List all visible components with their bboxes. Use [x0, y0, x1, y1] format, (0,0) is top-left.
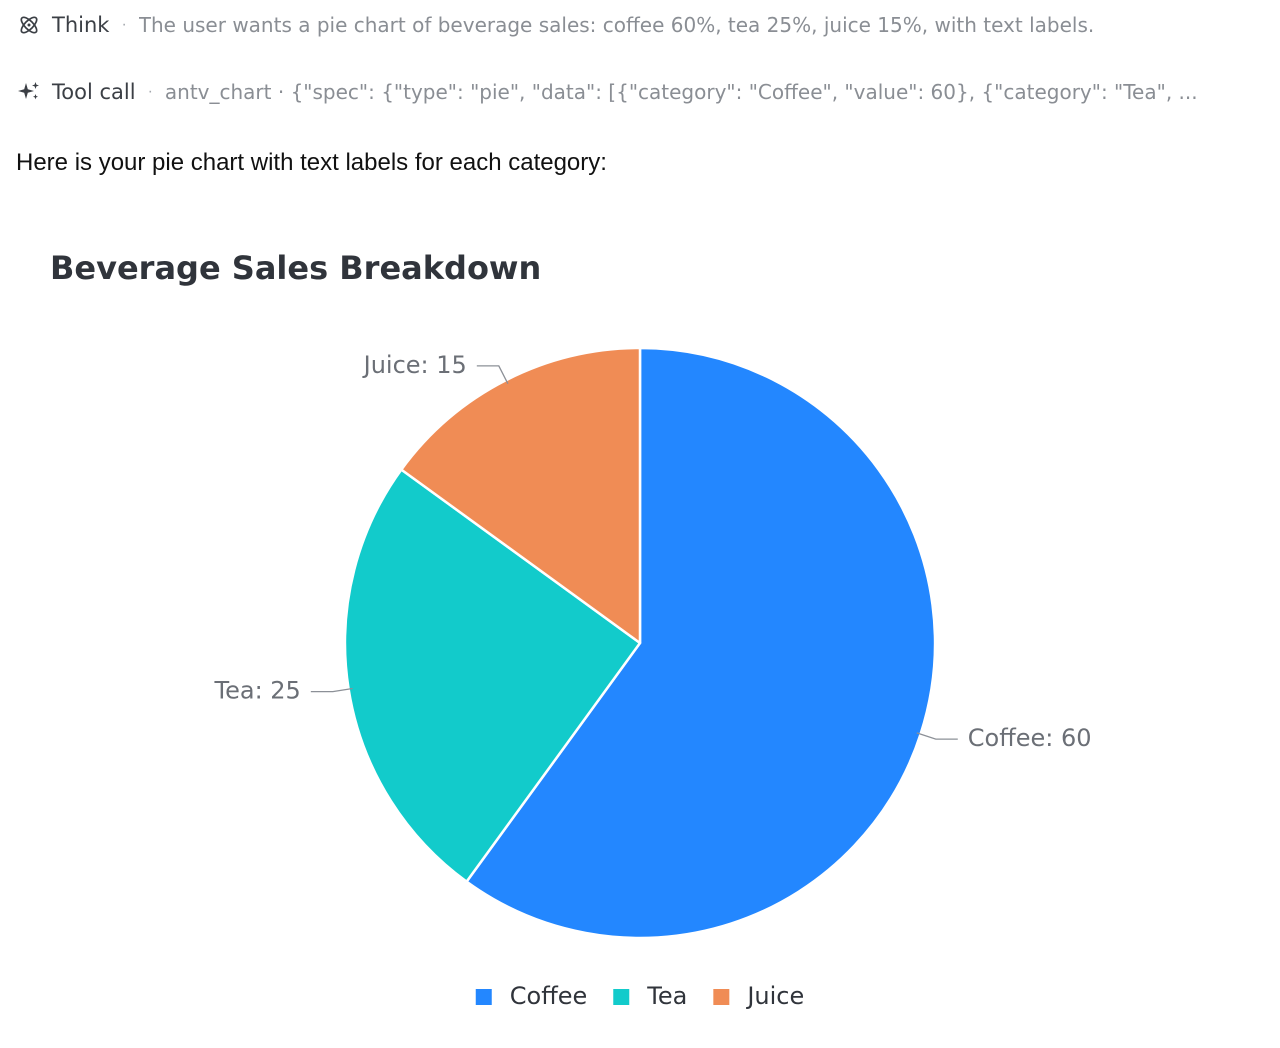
tool-call-text: antv_chart · {"spec": {"type": "pie", "d… — [164, 80, 1198, 104]
legend-label-coffee: Coffee — [510, 982, 588, 1010]
chart-legend: Coffee Tea Juice — [475, 982, 804, 1010]
think-text: The user wants a pie chart of beverage s… — [138, 13, 1095, 37]
tool-call-label: Tool call — [52, 80, 136, 104]
tool-call-step[interactable]: Tool call · antv_chart · {"spec": {"type… — [16, 78, 1266, 106]
pie-slices — [343, 346, 937, 940]
chart-title: Beverage Sales Breakdown — [50, 249, 541, 287]
slice-label-connector-juice — [476, 365, 509, 385]
legend-label-tea: Tea — [646, 982, 687, 1010]
think-step[interactable]: Think · The user wants a pie chart of be… — [16, 11, 1094, 39]
atom-icon — [16, 12, 42, 38]
legend-swatch-tea[interactable] — [613, 989, 630, 1005]
pie-chart: Beverage Sales Breakdown Coffee: 60 Tea: … — [50, 249, 1092, 1010]
slice-label-tea: Tea: 25 — [214, 677, 301, 705]
assistant-reply: Here is your pie chart with text labels … — [16, 149, 607, 176]
tool-call-separator: · — [147, 83, 153, 100]
legend-swatch-coffee[interactable] — [475, 989, 492, 1005]
think-label: Think — [52, 13, 110, 37]
legend-label-juice: Juice — [745, 982, 804, 1010]
slice-label-juice: Juice: 15 — [362, 351, 467, 379]
sparkle-icon — [16, 79, 42, 105]
slice-label-connector-tea — [310, 687, 353, 693]
think-separator: · — [121, 16, 127, 33]
slice-label-coffee: Coffee: 60 — [968, 724, 1092, 752]
slice-label-connector-coffee — [916, 732, 958, 740]
legend-swatch-juice[interactable] — [713, 989, 730, 1005]
slice-labels: Coffee: 60 Tea: 25 Juice: 15 — [214, 351, 1092, 752]
